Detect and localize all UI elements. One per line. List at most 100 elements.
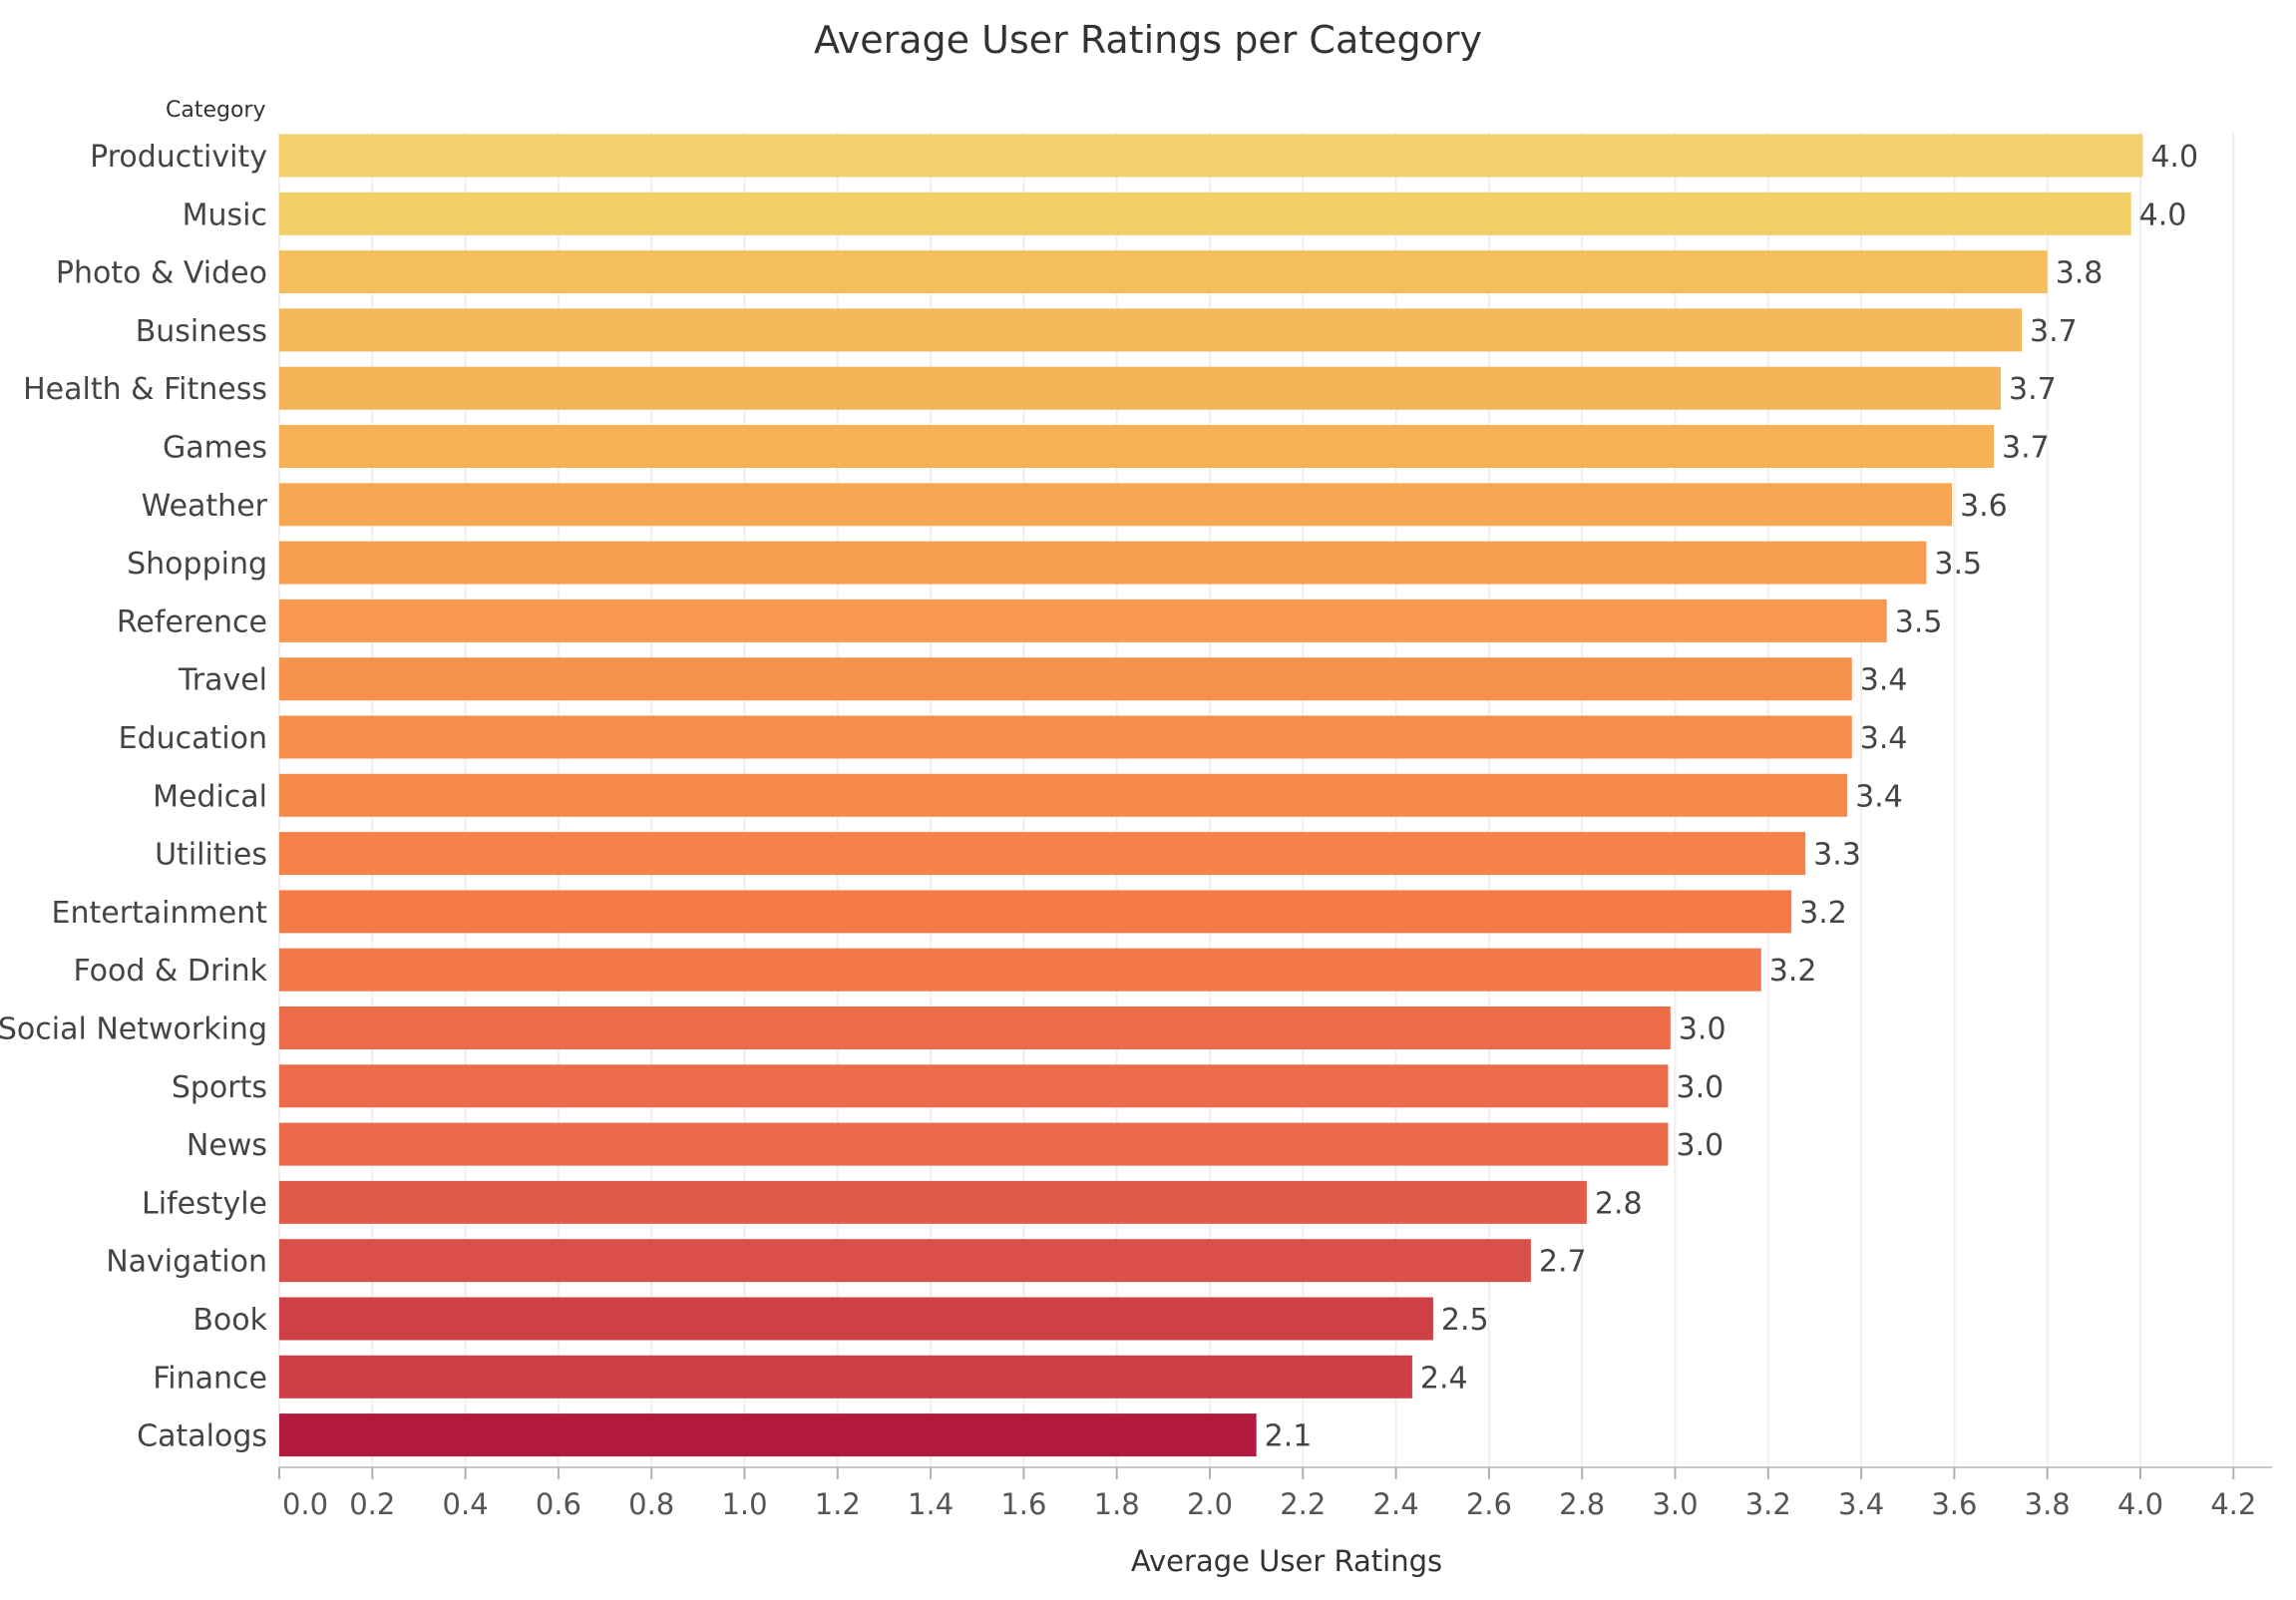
category-label: Finance bbox=[153, 1361, 267, 1396]
value-label: 3.7 bbox=[2030, 314, 2078, 349]
bar-news[interactable] bbox=[279, 1122, 1669, 1166]
x-tick-label: 1.2 bbox=[815, 1487, 861, 1521]
category-label: Lifestyle bbox=[142, 1186, 267, 1221]
category-label: Health & Fitness bbox=[23, 372, 267, 407]
category-label: Photo & Video bbox=[56, 256, 267, 291]
category-label: Education bbox=[119, 721, 267, 756]
bar-finance[interactable] bbox=[279, 1355, 1412, 1399]
value-label: 3.3 bbox=[1813, 838, 1861, 873]
x-tick-label: 3.6 bbox=[1931, 1487, 1977, 1521]
category-label: Social Networking bbox=[0, 1012, 267, 1047]
value-label: 3.5 bbox=[1895, 604, 1943, 639]
x-tick-label: 3.0 bbox=[1652, 1487, 1698, 1521]
bar-music[interactable] bbox=[279, 192, 2131, 235]
bars bbox=[279, 134, 2143, 1457]
value-label: 3.6 bbox=[1960, 489, 2008, 524]
category-label: News bbox=[187, 1128, 267, 1163]
bar-book[interactable] bbox=[279, 1297, 1433, 1341]
x-tick-label: 1.4 bbox=[908, 1487, 954, 1521]
value-label: 3.2 bbox=[1769, 954, 1817, 989]
value-label: 2.1 bbox=[1265, 1419, 1313, 1454]
bar-navigation[interactable] bbox=[279, 1239, 1531, 1283]
bar-utilities[interactable] bbox=[279, 832, 1806, 876]
value-label: 2.7 bbox=[1539, 1245, 1587, 1280]
x-tick-label: 1.0 bbox=[721, 1487, 767, 1521]
x-tick-label: 1.8 bbox=[1094, 1487, 1140, 1521]
value-label: 3.4 bbox=[1855, 779, 1903, 814]
x-tick-label: 0.8 bbox=[628, 1487, 674, 1521]
value-label: 2.4 bbox=[1420, 1361, 1468, 1396]
category-labels: Productivity Music Photo & Video Business He… bbox=[0, 140, 268, 1454]
bar-shopping[interactable] bbox=[279, 541, 1927, 585]
x-tick-label: 2.0 bbox=[1187, 1487, 1233, 1521]
category-label: Food & Drink bbox=[73, 954, 267, 989]
x-tick-label: 3.4 bbox=[1838, 1487, 1884, 1521]
bar-reference[interactable] bbox=[279, 599, 1887, 642]
bar-entertainment[interactable] bbox=[279, 890, 1792, 934]
value-label: 3.5 bbox=[1934, 547, 1982, 582]
value-label: 3.4 bbox=[1860, 721, 1908, 756]
category-label: Games bbox=[163, 431, 267, 466]
value-label: 2.8 bbox=[1595, 1186, 1643, 1221]
value-label: 4.0 bbox=[2150, 140, 2198, 175]
bar-health-and-fitness[interactable] bbox=[279, 366, 2002, 410]
category-label: Sports bbox=[172, 1070, 267, 1105]
x-tick-label: 1.6 bbox=[1000, 1487, 1046, 1521]
category-label: Business bbox=[136, 314, 267, 349]
bar-social-networking[interactable] bbox=[279, 1006, 1671, 1049]
value-label: 2.5 bbox=[1441, 1303, 1489, 1338]
x-tick-label: 2.8 bbox=[1559, 1487, 1605, 1521]
x-tick-label: 4.2 bbox=[2210, 1487, 2256, 1521]
bar-lifestyle[interactable] bbox=[279, 1180, 1587, 1224]
value-label: 3.4 bbox=[1860, 663, 1908, 698]
value-label: 3.7 bbox=[2002, 431, 2050, 466]
category-label: Book bbox=[192, 1303, 267, 1338]
category-label: Reference bbox=[117, 604, 267, 639]
bar-productivity[interactable] bbox=[279, 134, 2143, 178]
x-tick-label: 2.4 bbox=[1373, 1487, 1419, 1521]
value-label: 3.0 bbox=[1677, 1128, 1724, 1163]
category-label: Productivity bbox=[90, 140, 267, 175]
chart-title: Average User Ratings per Category bbox=[814, 18, 1482, 62]
category-label: Travel bbox=[178, 663, 267, 698]
x-tick-label: 0.4 bbox=[443, 1487, 489, 1521]
bar-weather[interactable] bbox=[279, 483, 1953, 527]
bar-medical[interactable] bbox=[279, 773, 1848, 817]
value-label: 4.0 bbox=[2139, 198, 2187, 232]
bar-photo-and-video[interactable] bbox=[279, 250, 2048, 294]
category-label: Shopping bbox=[127, 547, 267, 582]
x-tick-label: 2.6 bbox=[1466, 1487, 1512, 1521]
value-label: 3.8 bbox=[2056, 256, 2104, 291]
category-label: Utilities bbox=[155, 838, 267, 873]
bar-food-and-drink[interactable] bbox=[279, 948, 1761, 992]
x-tick-label: 0.6 bbox=[536, 1487, 581, 1521]
value-label: 3.0 bbox=[1679, 1012, 1726, 1047]
x-tick-label: 4.0 bbox=[2117, 1487, 2163, 1521]
category-label: Navigation bbox=[106, 1245, 267, 1280]
bar-travel[interactable] bbox=[279, 657, 1852, 701]
x-axis-ticks: 0.0 0.2 0.4 0.6 0.8 1.0 1.2 1.4 1.6 1.8 2.0 2.2 2.4 2… bbox=[278, 1467, 2256, 1521]
x-tick-label: 3.2 bbox=[1745, 1487, 1791, 1521]
category-label: Catalogs bbox=[137, 1419, 267, 1454]
bar-business[interactable] bbox=[279, 308, 2023, 352]
bar-education[interactable] bbox=[279, 715, 1852, 759]
y-axis-title: Category bbox=[166, 98, 266, 123]
value-label: 3.0 bbox=[1677, 1070, 1724, 1105]
value-labels: 4.0 4.0 3.8 3.7 3.7 3.7 3.6 3.5 3.5 3.4 3.4 3.4 3.3 3… bbox=[1265, 140, 2198, 1454]
x-tick-label: 0.0 bbox=[282, 1487, 328, 1521]
bar-catalogs[interactable] bbox=[279, 1413, 1257, 1457]
category-label: Entertainment bbox=[52, 896, 268, 931]
x-tick-label: 2.2 bbox=[1280, 1487, 1326, 1521]
x-axis-title: Average User Ratings bbox=[1131, 1544, 1442, 1578]
category-label: Medical bbox=[153, 779, 267, 814]
category-label: Weather bbox=[142, 489, 268, 524]
bar-games[interactable] bbox=[279, 425, 1995, 468]
x-tick-label: 0.2 bbox=[349, 1487, 395, 1521]
value-label: 3.7 bbox=[2009, 372, 2057, 407]
x-tick-label: 3.8 bbox=[2025, 1487, 2071, 1521]
category-label: Music bbox=[183, 198, 267, 232]
value-label: 3.2 bbox=[1799, 896, 1847, 931]
bar-sports[interactable] bbox=[279, 1064, 1669, 1108]
